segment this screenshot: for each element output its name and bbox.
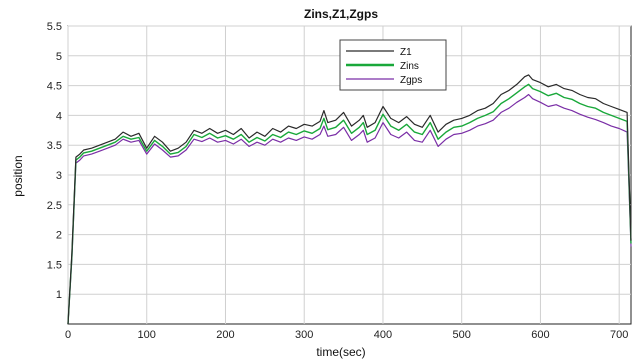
x-tick-label: 500 bbox=[453, 329, 471, 341]
y-tick-label: 4.5 bbox=[47, 81, 62, 93]
x-tick-label: 300 bbox=[295, 329, 313, 341]
chart-title: Zins,Z1,Zgps bbox=[304, 7, 378, 21]
x-axis: 0 100 200 300 400 500 600 700 bbox=[65, 329, 628, 341]
x-axis-label: time(sec) bbox=[316, 345, 365, 359]
x-tick-label: 100 bbox=[138, 329, 156, 341]
y-tick-label: 2 bbox=[56, 230, 62, 242]
y-axis: 1 1.5 2 2.5 3 3.5 4 4.5 5 5.5 bbox=[47, 21, 62, 301]
series-group bbox=[67, 74, 632, 325]
legend-label-zgps: Zgps bbox=[400, 75, 422, 86]
series-line-z1 bbox=[67, 74, 632, 325]
y-tick-label: 5.5 bbox=[47, 21, 62, 33]
y-tick-label: 5 bbox=[56, 51, 62, 63]
x-tick-label: 600 bbox=[531, 329, 549, 341]
y-tick-label: 2.5 bbox=[47, 200, 62, 212]
y-tick-label: 1 bbox=[56, 289, 62, 301]
y-tick-label: 3.5 bbox=[47, 140, 62, 152]
y-tick-label: 4 bbox=[56, 110, 62, 122]
x-tick-label: 700 bbox=[610, 329, 628, 341]
legend-label-zins: Zins bbox=[400, 61, 419, 72]
series-line-zgps bbox=[67, 93, 632, 325]
y-tick-label: 3 bbox=[56, 170, 62, 182]
x-tick-label: 200 bbox=[216, 329, 234, 341]
x-tick-label: 0 bbox=[65, 329, 71, 341]
series-line-zins bbox=[67, 83, 632, 325]
y-tick-label: 1.5 bbox=[47, 259, 62, 271]
legend: Z1 Zins Zgps bbox=[339, 39, 447, 91]
y-axis-label: position bbox=[11, 155, 25, 196]
x-tick-label: 400 bbox=[374, 329, 392, 341]
legend-label-z1: Z1 bbox=[400, 47, 412, 58]
